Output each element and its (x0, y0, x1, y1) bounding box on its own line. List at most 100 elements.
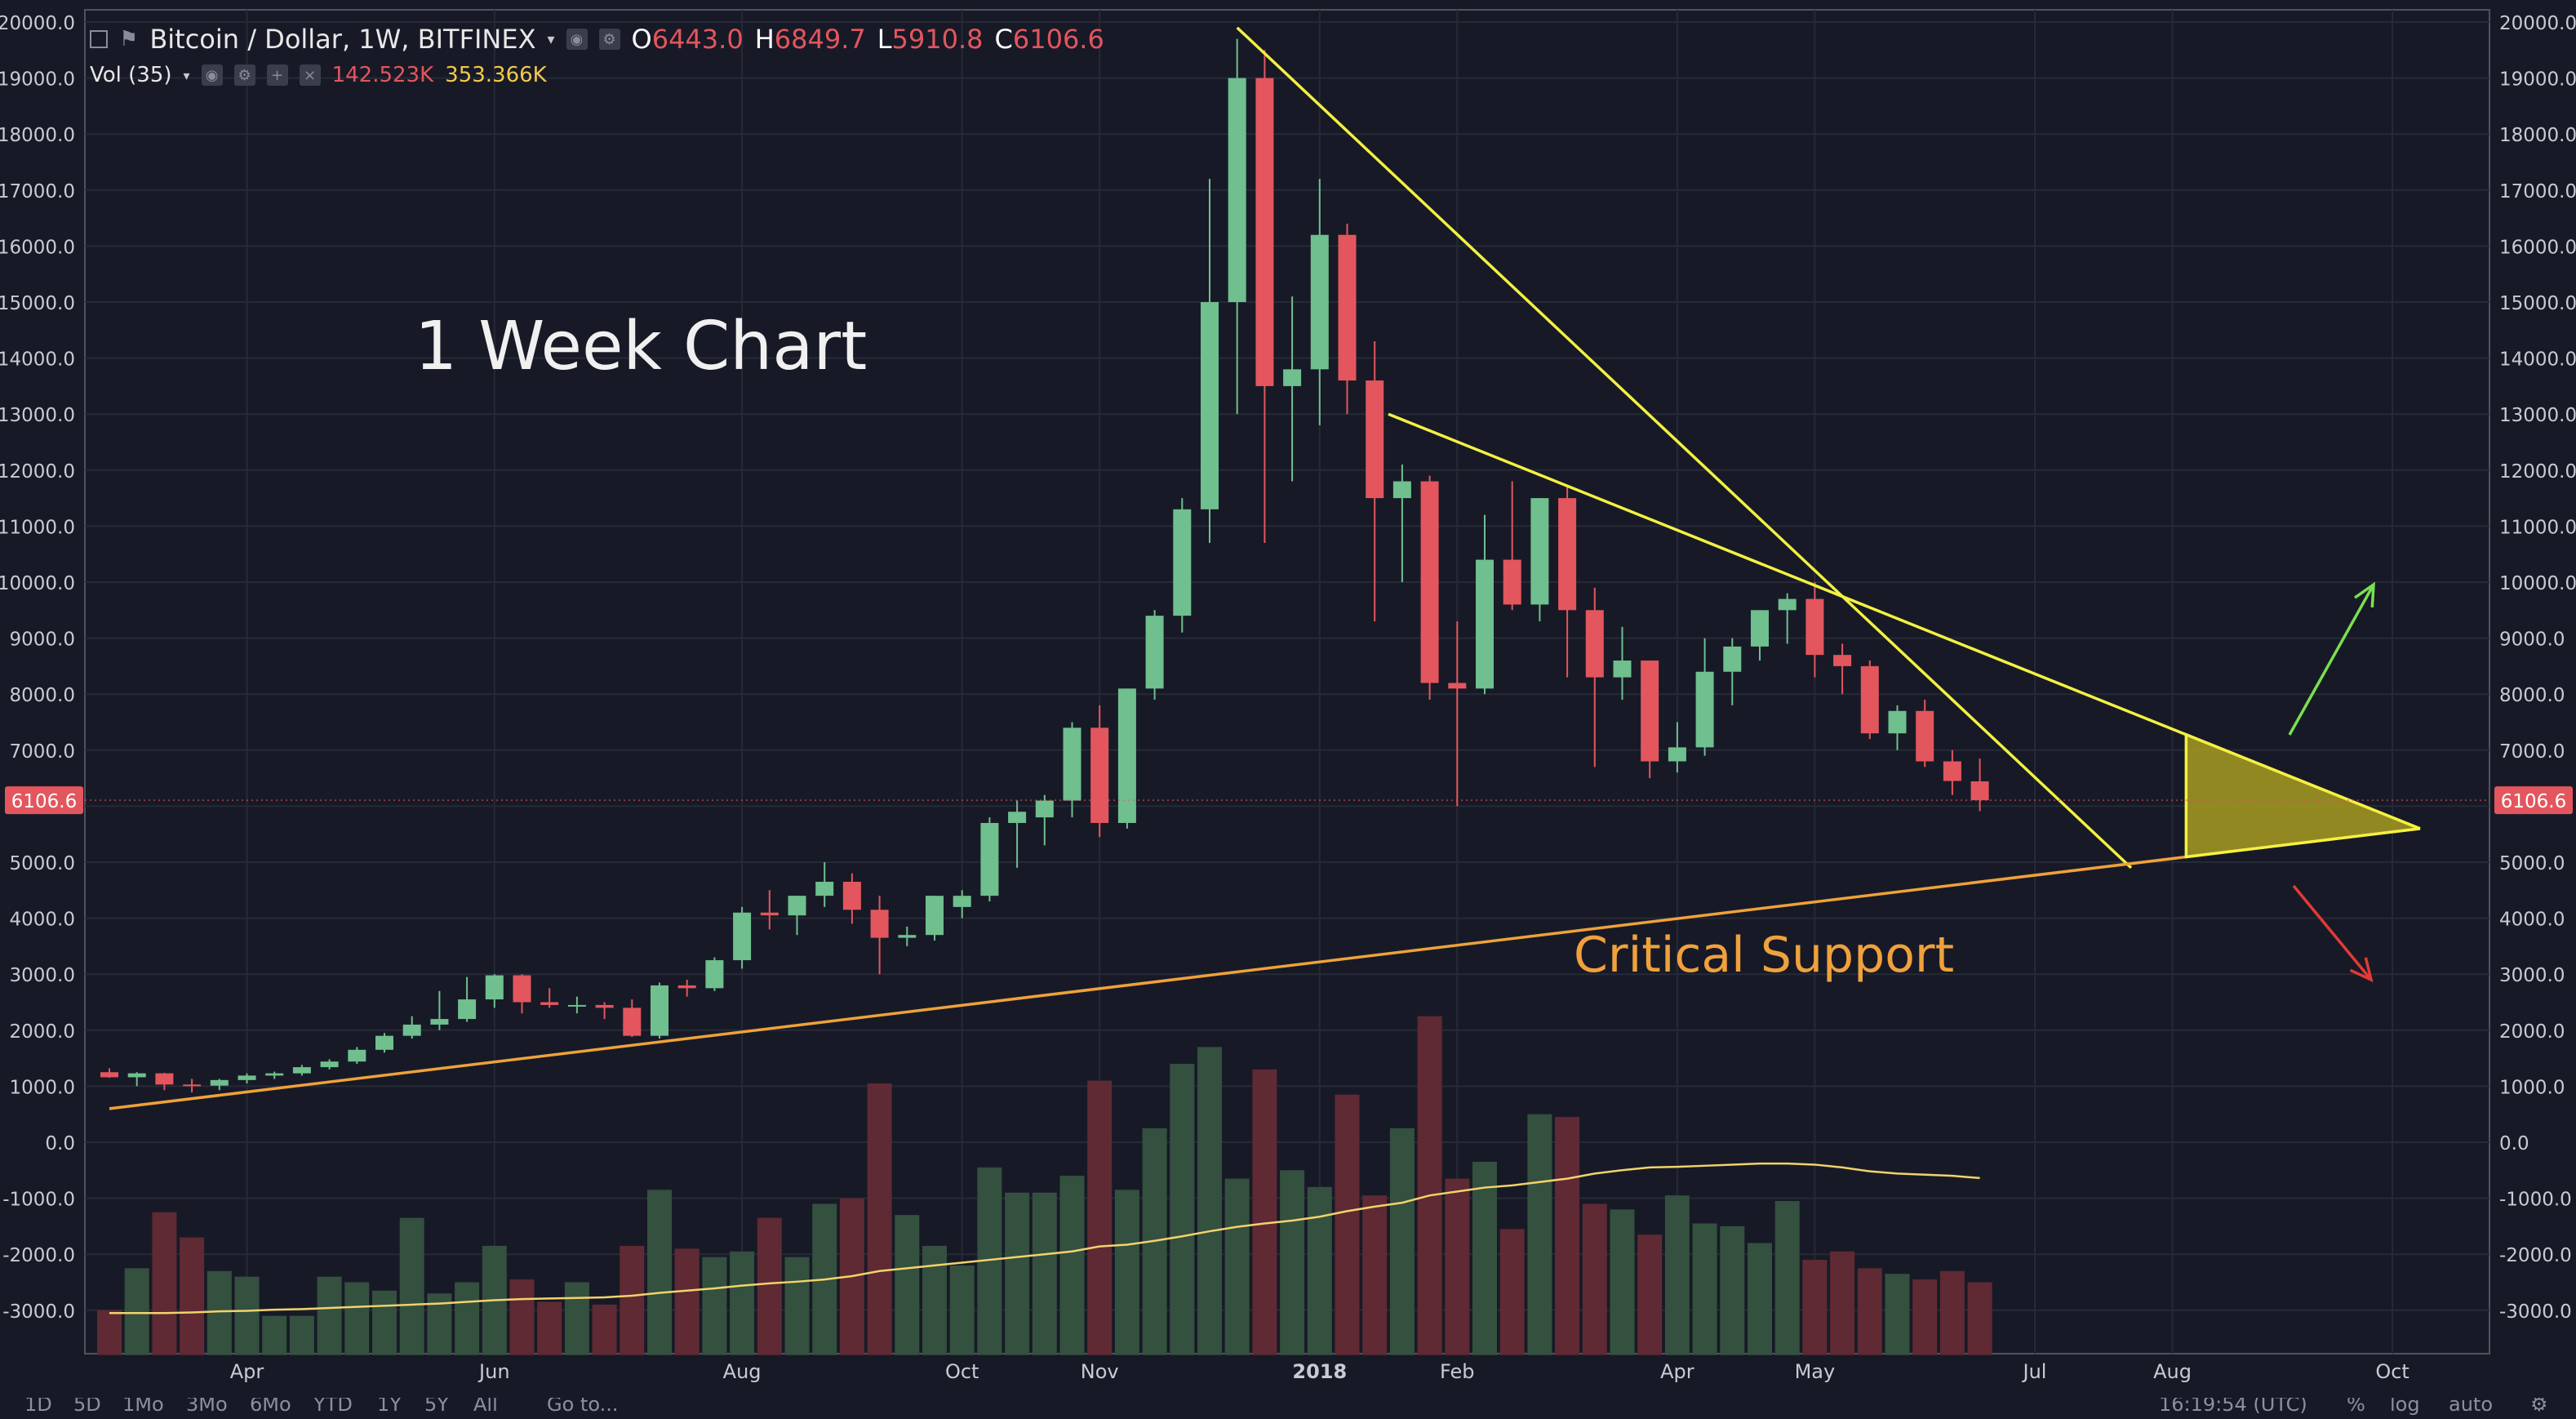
price-tag-left-bg (5, 786, 83, 815)
candle-body (623, 1008, 642, 1036)
y-tick-label-right: 2000.0 (2499, 1021, 2565, 1043)
y-tick-label-right: 7000.0 (2499, 741, 2565, 763)
candle-body (1723, 646, 1742, 672)
x-tick-label: Jun (477, 1360, 510, 1383)
goto-button[interactable]: Go to... (547, 1398, 619, 1416)
chart-annotation-title: 1 Week Chart (415, 308, 867, 385)
volume-bar (1527, 1114, 1552, 1355)
log-toggle[interactable]: log (2390, 1398, 2420, 1416)
eye-icon[interactable]: ◉ (566, 29, 588, 50)
range-1y[interactable]: 1Y (377, 1398, 402, 1416)
y-tick-label-right: 20000.0 (2499, 13, 2576, 34)
price-tag-right-bg (2494, 786, 2573, 815)
volume-bar (1637, 1234, 1663, 1355)
volume-bar (1362, 1195, 1388, 1355)
range-all[interactable]: All (473, 1398, 498, 1416)
volume-bar (674, 1248, 700, 1355)
volume-bar (784, 1257, 810, 1355)
y-tick-label-left: 16000.0 (0, 237, 75, 258)
y-tick-label-left: 14000.0 (0, 349, 75, 371)
volume-label[interactable]: Vol (35) (90, 63, 172, 87)
volume-bar (1389, 1128, 1415, 1355)
candle-body (1420, 481, 1439, 683)
auto-toggle[interactable]: auto (2449, 1398, 2494, 1416)
eye-icon[interactable]: ◉ (201, 64, 223, 86)
range-5y[interactable]: 5Y (424, 1398, 449, 1416)
symbol-title[interactable]: Bitcoin / Dollar, 1W, BITFINEX (149, 24, 536, 55)
range-1d[interactable]: 1D (24, 1398, 52, 1416)
volume-bar (1032, 1192, 1057, 1355)
candle-body (705, 960, 724, 989)
x-tick-label: Apr (230, 1360, 264, 1383)
volume-bar (1445, 1178, 1470, 1355)
gear-icon[interactable]: ⚙ (2530, 1398, 2548, 1416)
range-6mo[interactable]: 6Mo (250, 1398, 291, 1416)
range-5d[interactable]: 5D (73, 1398, 101, 1416)
volume-bar (867, 1083, 892, 1355)
candle-body (1035, 800, 1054, 818)
candle-body (1338, 234, 1357, 381)
y-tick-label-right: 14000.0 (2499, 349, 2576, 371)
volume-bar (262, 1315, 287, 1355)
candle-body (733, 912, 752, 961)
candle-body (926, 896, 944, 936)
volume-bar (1912, 1279, 1938, 1355)
y-tick-label-left: 20000.0 (0, 13, 75, 34)
collapse-icon[interactable] (90, 30, 108, 48)
x-tick-label: May (1795, 1360, 1836, 1383)
volume-bar (620, 1245, 645, 1355)
y-tick-label-left: 1000.0 (10, 1077, 75, 1098)
volume-bar (1664, 1195, 1690, 1355)
volume-bar (647, 1190, 672, 1355)
candle-body (1751, 610, 1769, 647)
range-ytd[interactable]: YTD (313, 1398, 353, 1416)
y-tick-label-left: 18000.0 (0, 125, 75, 146)
percent-toggle[interactable]: % (2347, 1398, 2365, 1416)
volume-bar (1720, 1226, 1745, 1355)
y-tick-label-right: 3000.0 (2499, 965, 2565, 986)
volume-bar (1748, 1243, 1772, 1355)
volume-bar (1224, 1178, 1250, 1355)
volume-bar (1170, 1063, 1195, 1355)
y-tick-label-right: 19000.0 (2499, 69, 2576, 91)
y-tick-label-left: 15000.0 (0, 293, 75, 314)
candle-body (1805, 598, 1824, 656)
settings-icon[interactable]: ⚙ (233, 64, 255, 86)
y-tick-label-right: 18000.0 (2499, 125, 2576, 146)
chevron-down-icon[interactable]: ▾ (183, 67, 190, 83)
range-3mo[interactable]: 3Mo (186, 1398, 228, 1416)
candle-body (127, 1073, 146, 1078)
volume-bar (1059, 1176, 1085, 1355)
y-tick-label-left: 0.0 (45, 1133, 75, 1154)
volume-bar (97, 1310, 122, 1355)
x-tick-label: Aug (2153, 1360, 2192, 1383)
range-1mo[interactable]: 1Mo (122, 1398, 164, 1416)
settings-icon[interactable]: ⚙ (598, 29, 620, 50)
chart-header: ⚑ Bitcoin / Dollar, 1W, BITFINEX ▾ ◉ ⚙ O… (90, 21, 1104, 57)
candle-body (1970, 781, 1989, 801)
chevron-down-icon[interactable]: ▾ (547, 30, 555, 48)
y-tick-label-left: 8000.0 (10, 685, 75, 706)
bottom-toolbar: 1D 5D 1Mo 3Mo 6Mo YTD 1Y 5Y All Go to...… (0, 1398, 2576, 1416)
candle-body (567, 1004, 586, 1007)
candle-body (155, 1073, 174, 1085)
clock-time: 16:19:54 (UTC) (2159, 1398, 2307, 1416)
support-annotation: Critical Support (1574, 927, 1954, 984)
volume-bar (1005, 1192, 1030, 1355)
ohlc-open: O6443.0 (631, 24, 744, 55)
candle-body (183, 1084, 202, 1087)
x-tick-label: Feb (1440, 1360, 1475, 1383)
candle-body (1476, 559, 1494, 689)
add-icon[interactable]: + (266, 64, 288, 86)
volume-bar (1830, 1251, 1855, 1355)
volume-bar (702, 1257, 727, 1355)
candle-body (1695, 671, 1714, 748)
candle-body (595, 1004, 614, 1008)
x-tick-label: Jul (2022, 1360, 2047, 1383)
volume-bar (564, 1282, 589, 1355)
y-tick-label-left: -1000.0 (2, 1190, 75, 1211)
candle-body (1063, 727, 1081, 801)
close-icon[interactable]: × (299, 64, 321, 86)
